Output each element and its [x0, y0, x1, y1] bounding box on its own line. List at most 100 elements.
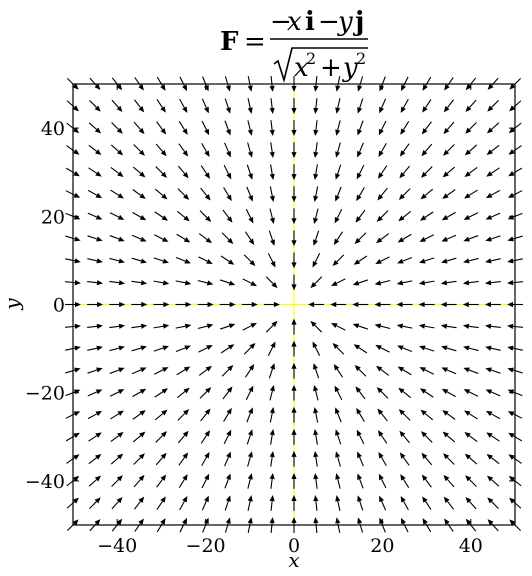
arrow-shaft: [424, 211, 434, 218]
arrow-shaft: [380, 325, 391, 330]
field-arrow: [224, 495, 231, 511]
arrow-head: [313, 473, 319, 480]
field-arrow: [87, 280, 104, 286]
arrow-head: [335, 517, 341, 524]
field-arrow: [222, 386, 233, 400]
arrow-head: [353, 344, 361, 350]
arrow-shaft: [153, 325, 164, 329]
arrow-head: [227, 237, 234, 244]
arrow-head: [96, 323, 104, 329]
arrow-head: [206, 258, 213, 264]
field-arrow: [155, 452, 167, 466]
arrow-shaft: [224, 478, 229, 489]
field-arrow: [247, 98, 253, 114]
arrow-shaft: [201, 120, 207, 131]
arrow-shaft: [336, 412, 342, 423]
arrow-head: [73, 149, 80, 155]
field-arrow: [331, 278, 346, 287]
arrow-head: [443, 453, 450, 460]
field-arrow: [153, 323, 170, 329]
arrow-head: [204, 473, 210, 481]
field-arrow: [355, 386, 366, 400]
field-arrow: [335, 429, 342, 445]
arrow-shaft: [315, 434, 318, 445]
arrow-head: [486, 475, 494, 482]
field-arrow: [486, 167, 500, 177]
arrow-shaft: [89, 100, 97, 108]
arrow-shaft: [403, 500, 409, 511]
arrow-head: [248, 238, 255, 245]
field-arrow: [109, 235, 125, 242]
field-arrow: [313, 120, 319, 136]
field-arrow: [397, 345, 413, 353]
arrow-head: [291, 406, 297, 413]
field-arrow: [465, 122, 477, 134]
arrow-head: [204, 408, 211, 415]
field-arrow: [335, 98, 341, 114]
arrow-shaft: [381, 120, 387, 131]
arrow-head: [465, 518, 472, 526]
field-arrow: [440, 323, 457, 329]
arrow-shaft: [153, 280, 164, 284]
field-arrow: [334, 208, 343, 224]
arrow-head: [94, 105, 101, 112]
field-arrow: [175, 301, 192, 308]
field-arrow: [109, 367, 125, 374]
arrow-head: [463, 345, 470, 351]
field-arrow: [269, 473, 275, 489]
arrow-head: [95, 453, 102, 460]
arrow-head: [507, 367, 514, 373]
field-arrow: [443, 99, 455, 113]
arrow-head: [486, 171, 493, 177]
arrow-head: [508, 170, 515, 177]
arrow-shaft: [359, 456, 364, 467]
field-arrow: [419, 234, 434, 242]
field-arrow: [396, 323, 413, 329]
field-arrow: [133, 496, 145, 510]
field-arrow: [291, 318, 297, 335]
arrow-shaft: [446, 280, 457, 284]
arrow-shaft: [270, 434, 273, 445]
arrow-shaft: [133, 501, 141, 510]
arrow-shaft: [337, 478, 341, 489]
arrow-head: [204, 194, 211, 201]
field-arrow: [443, 496, 455, 510]
arrow-head: [162, 323, 170, 329]
field-arrow: [87, 212, 103, 220]
arrow-head: [441, 367, 448, 373]
field-arrow: [267, 341, 276, 356]
arrow-head: [487, 519, 494, 526]
arrow-shaft: [424, 325, 435, 329]
arrow-head: [335, 107, 341, 114]
arrow-shaft: [424, 413, 434, 421]
arrow-shaft: [246, 412, 252, 423]
arrow-head: [204, 150, 210, 158]
arrow-shaft: [336, 231, 344, 241]
field-arrow: [265, 276, 278, 289]
arrow-shaft: [424, 457, 433, 466]
arrow-head: [73, 432, 80, 439]
arrow-shaft: [198, 256, 208, 262]
field-arrow: [354, 232, 367, 244]
arrow-shaft: [468, 257, 479, 262]
field-arrow: [197, 301, 214, 308]
field-arrow: [246, 407, 253, 423]
arrow-head: [378, 128, 384, 136]
arrow-head: [160, 171, 168, 178]
arrow-head: [73, 411, 81, 417]
arrow-shaft: [359, 142, 364, 153]
arrow-shaft: [402, 434, 411, 444]
arrow-shaft: [359, 478, 364, 489]
arrow-head: [227, 365, 234, 372]
arrow-head: [356, 172, 362, 180]
arrow-head: [205, 215, 212, 222]
field-arrow: [109, 301, 126, 308]
field-arrow: [313, 473, 319, 489]
field-arrow: [201, 142, 210, 158]
arrow-head: [421, 149, 428, 157]
arrow-head: [182, 452, 189, 459]
arrow-shaft: [380, 142, 387, 153]
arrow-head: [182, 517, 188, 525]
title-sqrt-sign: [273, 47, 368, 83]
